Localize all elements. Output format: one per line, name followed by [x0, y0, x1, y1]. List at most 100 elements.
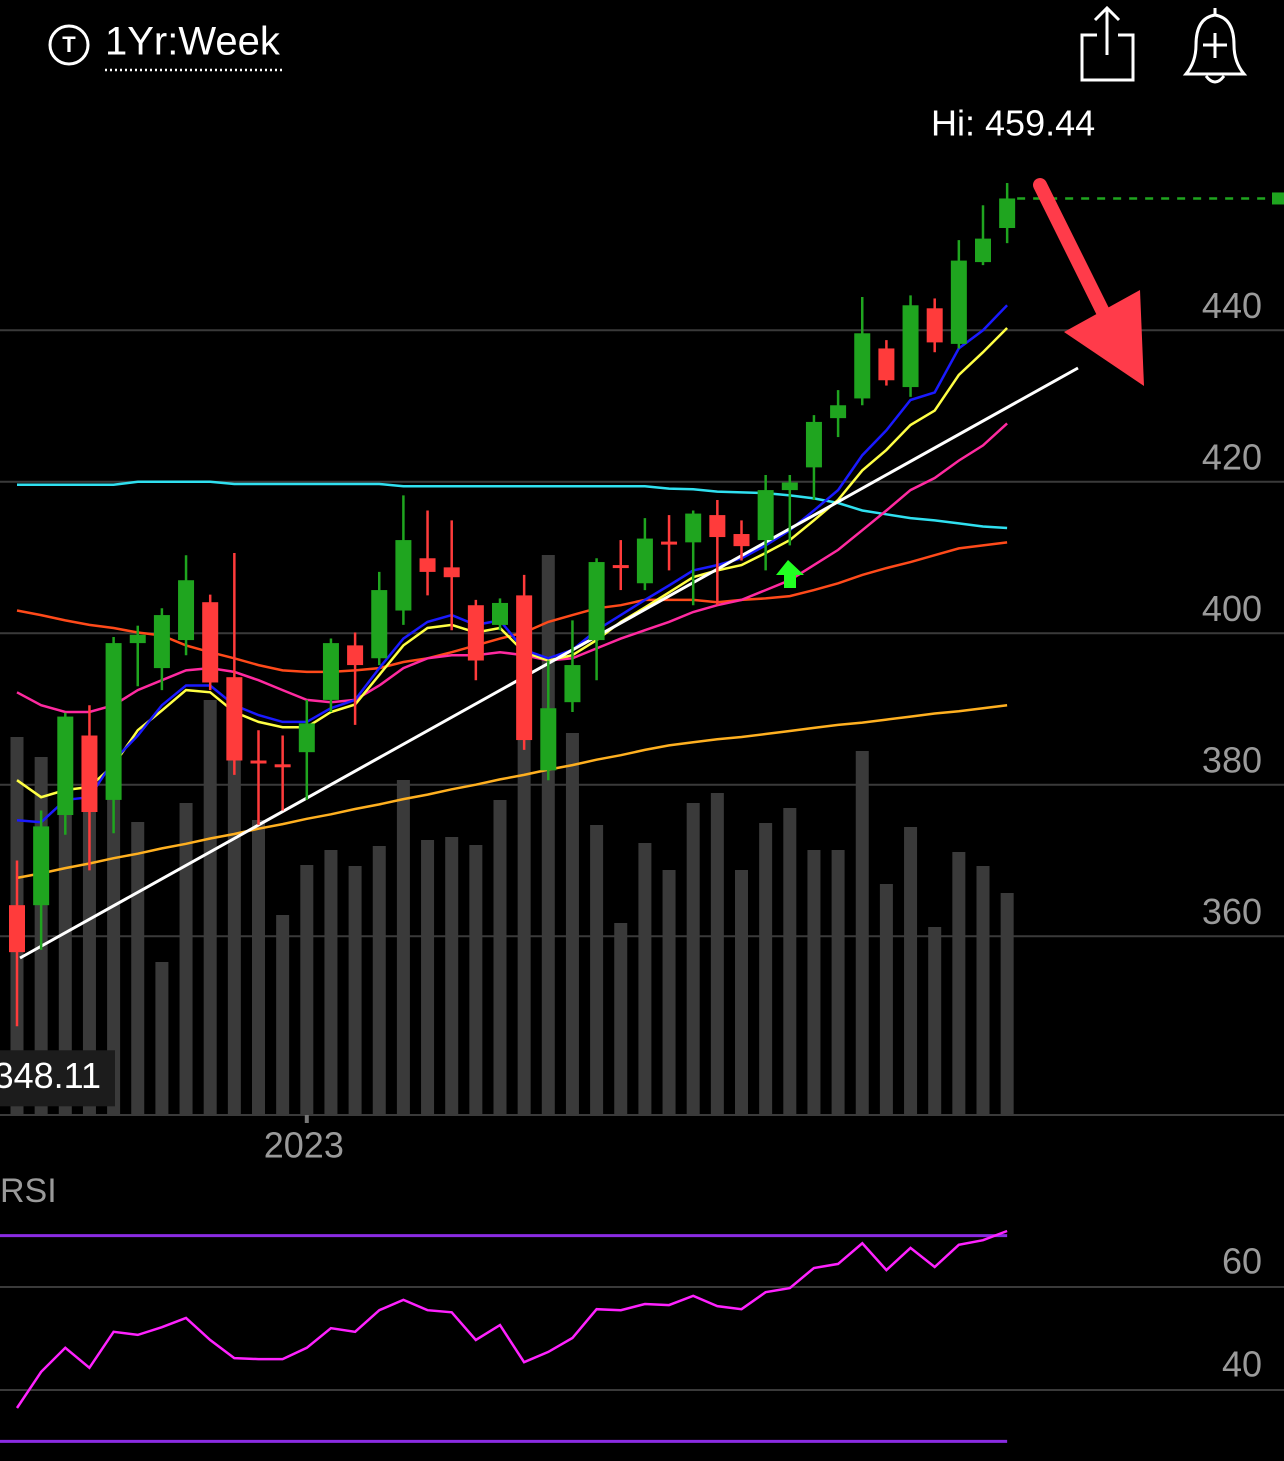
rsi-line [15, 1229, 1008, 1409]
candle-body [709, 515, 726, 538]
candle-body [347, 645, 364, 666]
candle-body [564, 665, 581, 703]
volume-bar [855, 751, 869, 1115]
volume-bar [517, 740, 531, 1115]
candle-body [975, 238, 991, 263]
volume-bar [300, 865, 314, 1115]
rsi-tick-label: 40 [1222, 1343, 1262, 1384]
y-tick-label: 420 [1202, 436, 1262, 477]
candle-body [443, 567, 460, 578]
candle-body [33, 826, 50, 906]
candle-body [757, 490, 774, 541]
volume-bar [662, 870, 676, 1115]
share-box [1080, 33, 1135, 82]
candle-body [733, 534, 750, 547]
share-arrow [1093, 5, 1121, 55]
candle-body [781, 482, 798, 491]
candle-body [105, 643, 122, 800]
volume-bar [541, 555, 555, 1115]
volume-bar [276, 915, 290, 1115]
bell-clapper [1204, 75, 1226, 84]
rsi-label: RSI [0, 1172, 57, 1210]
signal-arrow [776, 560, 804, 588]
candle-body [178, 580, 195, 641]
candle-body [588, 562, 605, 641]
timeframe[interactable]: 1Yr:Week [105, 20, 281, 64]
candle-body [902, 305, 919, 388]
candle-body [926, 308, 943, 343]
volume-bar [1000, 893, 1014, 1115]
candle-body [854, 333, 871, 399]
candle-body [395, 540, 412, 611]
bell-plus [1203, 8, 1227, 58]
volume-bar [82, 740, 96, 1115]
moving-average [17, 480, 1008, 530]
volume-bar [783, 808, 797, 1115]
volume-bar [807, 850, 821, 1115]
rsi-tick-label: 60 [1222, 1241, 1262, 1282]
volume-bar [952, 852, 966, 1115]
volume-bar [638, 843, 652, 1115]
volume-bar [686, 803, 700, 1115]
high-label: Hi: 459.44 [931, 103, 1095, 144]
candle-body [540, 708, 557, 771]
volume-bar [155, 962, 169, 1115]
volume-bar [590, 825, 604, 1115]
candle-body [661, 541, 678, 545]
candle-body [371, 590, 388, 659]
candle-body [274, 764, 291, 768]
alert-button[interactable] [1182, 8, 1248, 84]
candle-body [250, 760, 267, 764]
bell [1182, 13, 1248, 76]
share-button[interactable] [1080, 5, 1135, 82]
candle-body [685, 513, 702, 543]
volume-bar [469, 845, 483, 1115]
x-tick-label: 2023 [264, 1125, 344, 1166]
y-tick-label: 380 [1202, 739, 1262, 780]
annotation-layer: Hi: 459.44 348.11 RSI 40 60 [0, 103, 1284, 1443]
ticker-icon[interactable] [48, 24, 90, 66]
volume-bar [348, 866, 362, 1115]
volume-bar [227, 720, 241, 1115]
candle-body [226, 677, 243, 761]
candle-body [492, 602, 508, 625]
candle-body [57, 716, 74, 816]
volume-bar [831, 850, 845, 1115]
low-label-box [0, 1050, 115, 1107]
y-tick-label: 440 [1202, 285, 1262, 326]
moving-average [16, 422, 1008, 714]
candle-body [805, 421, 822, 468]
candle-body [636, 538, 653, 584]
grid-layer: 360 380 400 420 440 2023 [0, 285, 1284, 1166]
volume-bar [879, 884, 893, 1115]
candle-body [322, 643, 339, 700]
moving-average [16, 304, 1008, 824]
y-tick-label: 360 [1202, 891, 1262, 932]
y-tick-label: 400 [1202, 588, 1262, 629]
volume-bar [565, 733, 579, 1115]
volume-bar [976, 866, 990, 1115]
candle-body [999, 198, 1016, 229]
volume-bar [252, 820, 265, 1115]
candle-body [467, 605, 484, 661]
volume-bar [131, 822, 145, 1115]
red-arrow-head [1064, 290, 1144, 386]
volume-bar [324, 850, 338, 1115]
candle-body [81, 735, 98, 813]
candle-body [950, 260, 967, 344]
candle-body [516, 595, 533, 741]
volume-bar [58, 765, 72, 1115]
volume-bar [203, 700, 217, 1115]
overlay-layer [16, 304, 1008, 880]
low-label: 348.11 [0, 1055, 101, 1096]
candle-body [9, 905, 25, 953]
volume-bar [759, 823, 773, 1115]
volume-bar [421, 840, 435, 1115]
candle-body [830, 405, 847, 419]
moving-average [16, 327, 1008, 799]
moving-average [16, 703, 1008, 880]
volume-bar [372, 846, 386, 1115]
